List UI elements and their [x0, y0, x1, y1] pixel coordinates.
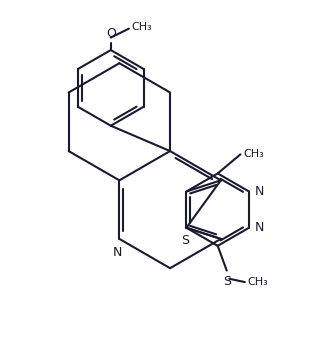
- Text: N: N: [255, 221, 264, 234]
- Text: N: N: [113, 246, 122, 259]
- Text: S: S: [181, 234, 189, 247]
- Text: S: S: [223, 275, 231, 287]
- Text: CH₃: CH₃: [248, 277, 268, 287]
- Text: CH₃: CH₃: [132, 22, 152, 32]
- Text: O: O: [106, 27, 116, 40]
- Text: N: N: [255, 185, 264, 198]
- Text: CH₃: CH₃: [244, 149, 264, 159]
